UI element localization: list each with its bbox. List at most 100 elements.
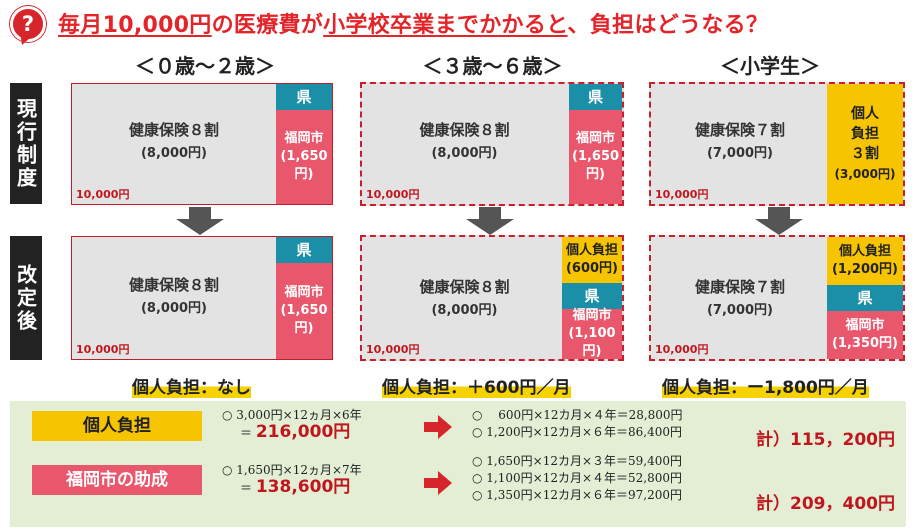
fukuoka-city-block: 福岡市 (1,350円) xyxy=(827,311,903,359)
fukuoka-after-calc: ○ 1,650円×12カ月×３年＝59,400円 ○ 1,100円×12カ月×４… xyxy=(472,453,682,504)
current-0-2-box: 健康保険８割 (8,000円) 10,000円 県 福岡市 (1,650円) xyxy=(71,83,333,205)
insurance-label: 健康保険８割 (8,000円) xyxy=(362,118,567,166)
row-label-revised: 改定後 xyxy=(10,236,42,360)
insurance-share: 健康保険８割 xyxy=(419,278,510,296)
insurance-label: 健康保険８割 (8,000円) xyxy=(72,273,276,321)
down-arrow-icon xyxy=(755,207,803,235)
fukuoka-city-block: 福岡市 (1,650円) xyxy=(276,110,332,204)
kojin-label: 個人負担 xyxy=(565,243,618,258)
title-text-2: 、負担はどうなる？ xyxy=(567,13,769,38)
total-cost: 10,000円 xyxy=(366,188,420,201)
column-heading-age-3-6: ＜３歳〜６歳＞ xyxy=(422,54,563,78)
right-arrow-icon xyxy=(424,478,438,488)
insurance-label: 健康保険７割 (7,000円) xyxy=(651,275,829,323)
insurance-label: 健康保険７割 (7,000円) xyxy=(651,118,829,166)
revised-elementary-box: 健康保険７割 (7,000円) 10,000円 個人負担 (1,200円) 県 … xyxy=(649,235,905,361)
insurance-amount: (8,000円) xyxy=(140,301,207,316)
total-cost: 10,000円 xyxy=(76,343,130,356)
fukuoka-label: 福岡市 xyxy=(284,285,324,300)
down-arrow-icon xyxy=(466,207,514,235)
insurance-label: 健康保険８割 (8,000円) xyxy=(362,275,567,323)
equals-sign: ＝ xyxy=(240,426,253,440)
fukuoka-city-block: 福岡市 (1,100円) xyxy=(562,308,622,359)
kojin-share: ３割 xyxy=(851,146,879,162)
fukuoka-before-result: ＝ 138,600円 xyxy=(222,479,362,497)
kojin-amount: (3,000円) xyxy=(834,167,896,181)
equals-sign: ＝ xyxy=(240,481,253,495)
fukuoka-amount: (1,650円) xyxy=(280,149,328,182)
total-cost: 10,000円 xyxy=(366,343,420,356)
individual-before-total: 216,000円 xyxy=(255,422,351,442)
insurance-share: 健康保険８割 xyxy=(419,121,510,139)
individual-before-calc: ○ 3,000円×12ヵ月×6年 ＝ 216,000円 xyxy=(222,407,362,442)
total-cost: 10,000円 xyxy=(655,188,709,201)
burden-change-0-2: 個人負担：なし xyxy=(132,373,251,398)
fukuoka-after-line-3: ○ 1,350円×12カ月×６年＝97,200円 xyxy=(472,488,683,502)
individual-burden-block: 個人 負担 ３割 (3,000円) xyxy=(827,84,903,204)
individual-after-line-1: ○ 600円×12カ月×４年＝28,800円 xyxy=(472,408,683,422)
total-cost: 10,000円 xyxy=(655,343,709,356)
fukuoka-amount: (1,100円) xyxy=(568,326,616,359)
fukuoka-before-calc: ○ 1,650円×12ヵ月×7年 ＝ 138,600円 xyxy=(222,462,362,497)
title-amount: 毎月10,000円 xyxy=(58,13,212,38)
fukuoka-after-total: 計）209，400円 xyxy=(756,494,895,514)
individual-burden-block: 個人負担 (1,200円) xyxy=(827,237,903,285)
individual-after-total: 計）115，200円 xyxy=(756,430,895,450)
burden-change-3-6: 個人負担：＋600円／月 xyxy=(382,373,571,398)
fukuoka-label: 福岡市 xyxy=(845,318,885,333)
kojin-label-1: 個人 xyxy=(851,106,879,122)
individual-after-line-2: ○ 1,200円×12カ月×６年＝86,400円 xyxy=(472,425,683,439)
insurance-amount: (8,000円) xyxy=(431,303,498,318)
column-heading-elementary: ＜小学生＞ xyxy=(720,54,820,78)
revised-0-2-box: 健康保険８割 (8,000円) 10,000円 県 福岡市 (1,650円) xyxy=(71,236,333,360)
total-cost: 10,000円 xyxy=(76,188,130,201)
summary-panel: 個人負担 ○ 3,000円×12ヵ月×6年 ＝ 216,000円 ○ 600円×… xyxy=(10,401,906,527)
fukuoka-subsidy-tag: 福岡市の助成 xyxy=(32,465,202,495)
fukuoka-city-block: 福岡市 (1,650円) xyxy=(569,110,622,204)
question-mark-icon: ? xyxy=(10,6,46,42)
insurance-amount: (8,000円) xyxy=(140,146,207,161)
burden-change-elementary: 個人負担：ー1,800円／月 xyxy=(662,373,869,398)
fukuoka-before-formula: ○ 1,650円×12ヵ月×7年 xyxy=(222,463,362,477)
right-arrow-head-icon xyxy=(438,415,452,439)
insurance-label: 健康保険８割 (8,000円) xyxy=(72,118,276,166)
individual-after-calc: ○ 600円×12カ月×４年＝28,800円 ○ 1,200円×12カ月×６年＝… xyxy=(472,407,683,441)
fukuoka-label: 福岡市 xyxy=(575,131,615,146)
right-arrow-head-icon xyxy=(438,471,452,495)
insurance-amount: (7,000円) xyxy=(706,303,773,318)
insurance-amount: (8,000円) xyxy=(431,146,498,161)
title-period: 小学校卒業までかかると xyxy=(323,13,568,38)
revised-3-6-box: 健康保険８割 (8,000円) 10,000円 個人負担 (600円) 県 福岡… xyxy=(360,235,624,361)
down-arrow-icon xyxy=(176,207,224,235)
column-heading-age-0-2: ＜０歳〜２歳＞ xyxy=(135,54,275,78)
insurance-share: 健康保険７割 xyxy=(694,278,785,296)
fukuoka-label: 福岡市 xyxy=(284,131,324,146)
fukuoka-amount: (1,650円) xyxy=(280,303,328,336)
prefecture-block: 県 xyxy=(276,84,332,110)
fukuoka-city-block: 福岡市 (1,650円) xyxy=(276,263,332,359)
kojin-label-2: 負担 xyxy=(851,126,879,142)
right-arrow-icon xyxy=(424,422,438,432)
fukuoka-label: 福岡市 xyxy=(572,308,612,323)
page-title: 毎月10,000円の医療費が小学校卒業までかかると、負担はどうなる？ xyxy=(58,7,768,39)
fukuoka-after-line-1: ○ 1,650円×12カ月×３年＝59,400円 xyxy=(472,454,683,468)
fukuoka-before-total: 138,600円 xyxy=(255,477,351,497)
title-text-1: の医療費が xyxy=(211,13,324,38)
prefecture-block: 県 xyxy=(562,283,622,309)
current-elementary-box: 健康保険７割 (7,000円) 10,000円 個人 負担 ３割 (3,000円… xyxy=(649,82,905,206)
individual-before-result: ＝ 216,000円 xyxy=(222,424,362,442)
kojin-label: 個人負担 xyxy=(838,244,891,259)
insurance-amount: (7,000円) xyxy=(706,146,773,161)
kojin-amount: (600円) xyxy=(565,261,619,276)
individual-before-formula: ○ 3,000円×12ヵ月×6年 xyxy=(222,408,362,422)
insurance-share: 健康保険７割 xyxy=(694,121,785,139)
kojin-amount: (1,200円) xyxy=(831,262,898,277)
prefecture-block: 県 xyxy=(569,84,622,110)
current-3-6-box: 健康保険８割 (8,000円) 10,000円 県 福岡市 (1,650円) xyxy=(360,82,624,206)
prefecture-block: 県 xyxy=(276,237,332,263)
insurance-share: 健康保険８割 xyxy=(128,276,219,294)
prefecture-block: 県 xyxy=(827,285,903,311)
row-label-current: 現行制度 xyxy=(10,83,42,204)
individual-burden-block: 個人負担 (600円) xyxy=(562,237,622,283)
fukuoka-after-line-2: ○ 1,100円×12カ月×４年＝52,800円 xyxy=(472,471,683,485)
